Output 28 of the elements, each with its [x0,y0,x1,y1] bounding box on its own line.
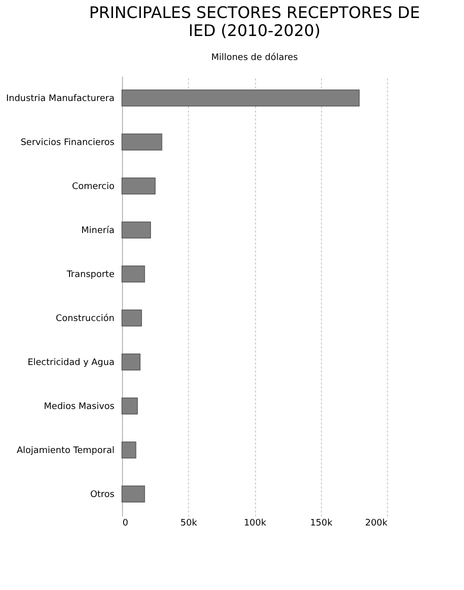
x-tick-label: 150k [310,518,334,528]
y-tick-label: Medios Masivos [44,402,115,412]
x-tick-label: 50k [180,518,198,528]
y-tick-label: Construcción [56,313,114,324]
text: IED (2010-2020) [188,21,320,40]
text: PRINCIPALES SECTORES RECEPTORES DE [89,3,420,22]
y-tick-label: Industria Manufacturera [6,94,114,104]
bar [122,178,156,194]
bar [122,486,146,502]
bar [122,222,151,238]
bar [122,90,360,106]
bar [122,398,138,414]
y-tick-label: Transporte [66,270,115,280]
bar [122,354,141,370]
y-tick-label: Minería [81,225,114,236]
y-tick-label: Otros [90,490,115,500]
x-tick-label: 200k [365,518,388,528]
chart-subtitle: Millones de dólares [211,52,298,63]
y-tick-label: Alojamiento Temporal [16,446,114,456]
bar [122,310,142,326]
y-tick-label: Comercio [72,182,115,192]
bar [122,442,136,458]
bar [122,266,146,282]
y-tick-label: Electricidad y Agua [28,358,114,368]
x-tick-label: 100k [244,518,267,528]
bar [122,134,162,150]
x-tick-label: 0 [122,518,128,528]
y-tick-label: Servicios Financieros [20,138,115,148]
